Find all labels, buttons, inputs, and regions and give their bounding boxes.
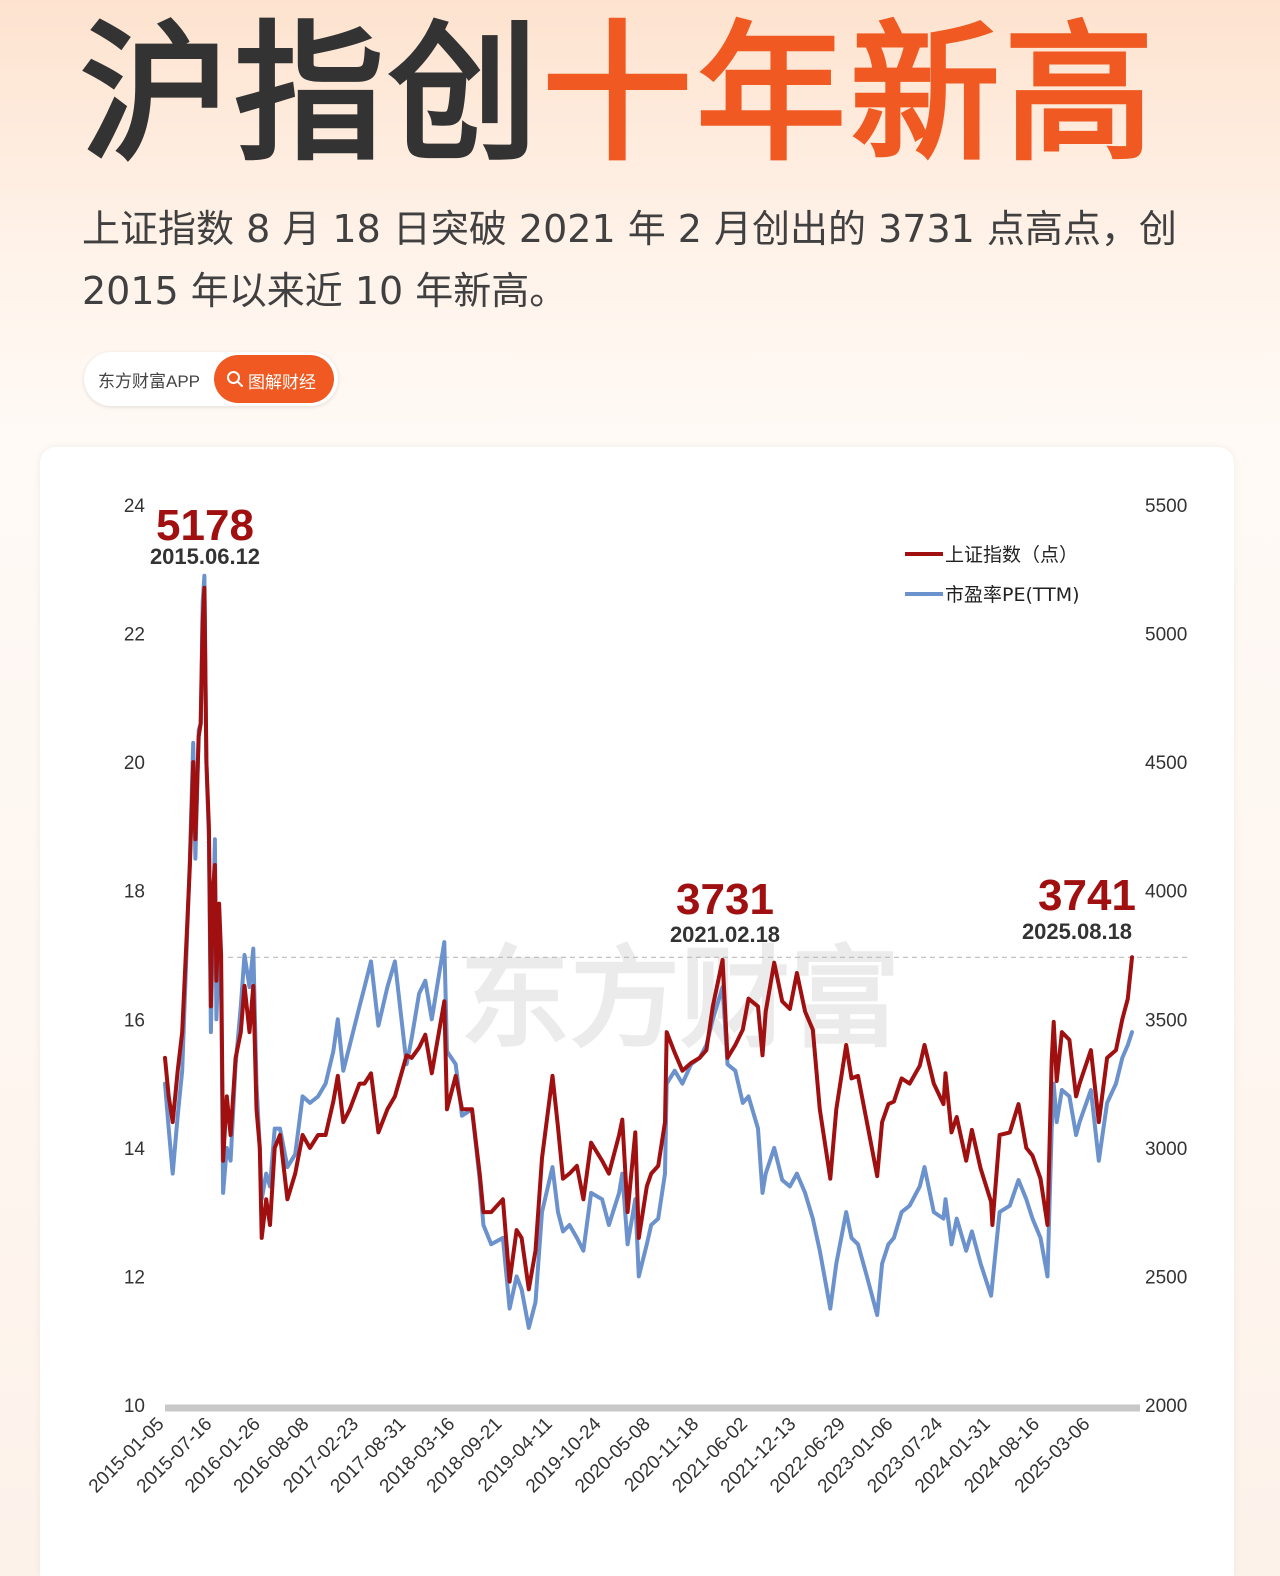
right-tick-label: 4500 <box>1145 753 1187 774</box>
headline: 沪指创十年新高 <box>80 10 1158 180</box>
annotation-value: 3741 <box>1038 871 1136 920</box>
brand-tag-label: 图解财经 <box>248 373 316 393</box>
chart: 东方财富 10 12 14 16 18 20 22 24 2000 2500 3000 3500 4000… <box>85 496 1190 1497</box>
left-tick-label: 10 <box>124 1396 145 1417</box>
headline-part-dark: 沪指创 <box>80 8 543 182</box>
annotation-value: 5178 <box>156 501 254 550</box>
left-tick-label: 16 <box>124 1010 145 1031</box>
right-tick-label: 5000 <box>1145 625 1187 646</box>
right-tick-label: 3500 <box>1145 1010 1187 1031</box>
right-tick-label: 4000 <box>1145 882 1187 903</box>
annotation-date: 2021.02.18 <box>670 922 780 947</box>
index-series-line <box>163 585 1134 1292</box>
watermark: 东方财富 <box>460 935 900 1063</box>
brand-tag-button[interactable]: 图解财经 <box>214 355 334 403</box>
left-tick-label: 20 <box>124 753 145 774</box>
pe-series-line <box>163 573 1134 1330</box>
legend-label-index: 上证指数（点） <box>945 544 1078 566</box>
search-icon <box>227 371 243 387</box>
right-tick-label: 5500 <box>1145 496 1187 517</box>
right-tick-label: 2000 <box>1145 1396 1187 1417</box>
left-tick-label: 14 <box>124 1139 146 1160</box>
left-tick-label: 12 <box>124 1267 145 1288</box>
left-tick-label: 22 <box>124 625 145 646</box>
legend-label-pe: 市盈率PE(TTM) <box>945 584 1080 606</box>
annotation-date: 2015.06.12 <box>150 544 260 569</box>
brand-name: 东方财富APP <box>98 372 201 391</box>
left-tick-label: 24 <box>124 496 146 517</box>
subtitle: 上证指数 8 月 18 日突破 2021 年 2 月创出的 3731 点高点，创… <box>82 207 1177 313</box>
headline-part-highlight: 十年新高 <box>542 8 1159 182</box>
brand-pill: 东方财富APP 图解财经 <box>84 352 338 406</box>
right-tick-label: 2500 <box>1145 1267 1187 1288</box>
left-tick-label: 18 <box>124 882 145 903</box>
chart-card: 东方财富 10 12 14 16 18 20 22 24 2000 2500 3000 3500 4000… <box>40 447 1234 1576</box>
right-tick-label: 3000 <box>1145 1139 1187 1160</box>
annotation-date: 2025.08.18 <box>1022 919 1132 944</box>
annotation-value: 3731 <box>676 875 774 924</box>
